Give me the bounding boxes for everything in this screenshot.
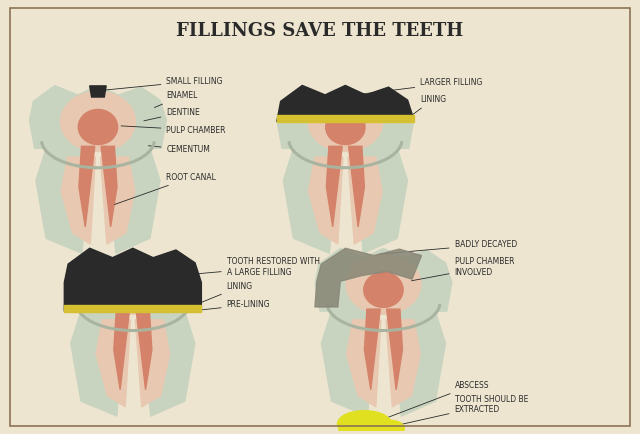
Text: ABSCESS: ABSCESS bbox=[373, 381, 489, 423]
Polygon shape bbox=[136, 320, 170, 407]
Polygon shape bbox=[386, 320, 420, 407]
Text: DENTINE: DENTINE bbox=[144, 108, 200, 121]
Ellipse shape bbox=[326, 109, 365, 145]
Polygon shape bbox=[349, 146, 364, 227]
Polygon shape bbox=[347, 320, 381, 407]
Ellipse shape bbox=[113, 272, 152, 307]
Ellipse shape bbox=[61, 92, 136, 151]
Polygon shape bbox=[96, 320, 131, 407]
Text: PULP CHAMBER: PULP CHAMBER bbox=[121, 125, 226, 135]
Polygon shape bbox=[284, 148, 338, 253]
Polygon shape bbox=[277, 115, 414, 122]
Polygon shape bbox=[353, 148, 408, 253]
Polygon shape bbox=[136, 309, 152, 390]
Polygon shape bbox=[79, 146, 95, 227]
Polygon shape bbox=[70, 311, 125, 416]
Text: CEMENTUM: CEMENTUM bbox=[148, 145, 211, 154]
Polygon shape bbox=[348, 157, 382, 244]
Polygon shape bbox=[64, 248, 202, 311]
Text: TOOTH RESTORED WITH
A LARGE FILLING: TOOTH RESTORED WITH A LARGE FILLING bbox=[188, 257, 320, 277]
Polygon shape bbox=[364, 309, 380, 390]
Text: LARGER FILLING: LARGER FILLING bbox=[358, 79, 483, 95]
Ellipse shape bbox=[95, 254, 170, 314]
Polygon shape bbox=[106, 148, 160, 253]
Polygon shape bbox=[277, 85, 414, 122]
Text: ROOT CANAL: ROOT CANAL bbox=[115, 173, 216, 204]
Text: FILLINGS SAVE THE TEETH: FILLINGS SAVE THE TEETH bbox=[177, 22, 463, 39]
Polygon shape bbox=[140, 311, 195, 416]
Polygon shape bbox=[315, 248, 452, 311]
Ellipse shape bbox=[337, 411, 392, 434]
Polygon shape bbox=[29, 85, 166, 148]
Text: LINING: LINING bbox=[410, 95, 446, 117]
Ellipse shape bbox=[346, 254, 421, 314]
Polygon shape bbox=[114, 309, 130, 390]
Ellipse shape bbox=[339, 424, 364, 434]
Polygon shape bbox=[321, 311, 376, 416]
Text: PULP CHAMBER
INVOLVED: PULP CHAMBER INVOLVED bbox=[412, 257, 514, 281]
Polygon shape bbox=[326, 146, 342, 227]
Text: LINING: LINING bbox=[189, 283, 253, 307]
Ellipse shape bbox=[372, 420, 404, 434]
Text: ENAMEL: ENAMEL bbox=[154, 91, 198, 108]
Ellipse shape bbox=[308, 92, 383, 151]
Polygon shape bbox=[387, 309, 403, 390]
Ellipse shape bbox=[78, 109, 118, 145]
Polygon shape bbox=[64, 248, 202, 311]
Ellipse shape bbox=[364, 272, 403, 307]
Text: TOOTH SHOULD BE
EXTRACTED: TOOTH SHOULD BE EXTRACTED bbox=[392, 395, 528, 426]
Polygon shape bbox=[36, 148, 90, 253]
Polygon shape bbox=[315, 248, 422, 307]
Text: PRE-LINING: PRE-LINING bbox=[183, 300, 270, 312]
Polygon shape bbox=[90, 86, 106, 97]
Polygon shape bbox=[391, 311, 445, 416]
Polygon shape bbox=[61, 157, 95, 244]
Polygon shape bbox=[64, 305, 202, 312]
Text: SMALL FILLING: SMALL FILLING bbox=[102, 77, 223, 90]
Polygon shape bbox=[100, 157, 135, 244]
Polygon shape bbox=[277, 85, 414, 148]
Polygon shape bbox=[308, 157, 343, 244]
Text: BADLY DECAYED: BADLY DECAYED bbox=[380, 240, 516, 254]
Polygon shape bbox=[101, 146, 117, 227]
